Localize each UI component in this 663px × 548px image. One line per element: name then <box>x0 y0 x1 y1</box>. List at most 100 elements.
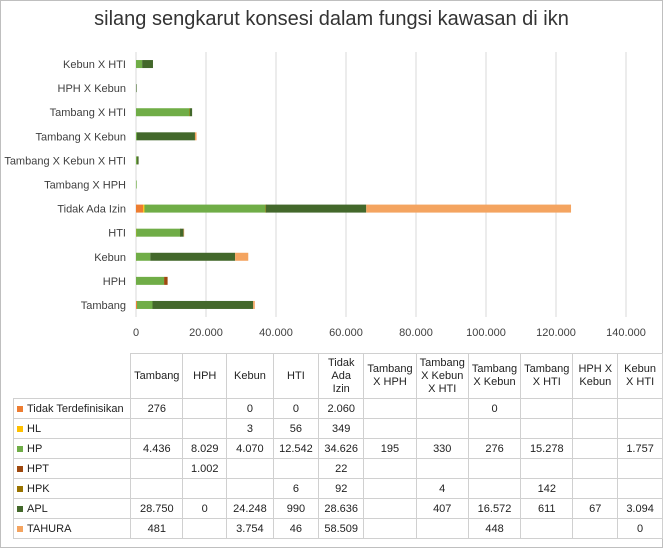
bar-segment <box>183 228 185 237</box>
bar-segment <box>136 156 138 165</box>
table-cell: 46 <box>272 518 320 539</box>
bar-segment <box>136 252 151 261</box>
table-cell <box>415 398 469 419</box>
bar-segment <box>142 60 153 69</box>
table-cell: 2.060 <box>318 398 365 419</box>
table-cell <box>415 418 469 439</box>
table-cell <box>617 478 663 499</box>
bar-segment <box>265 204 267 213</box>
legend-label: HPT <box>27 462 49 475</box>
table-cell <box>572 458 619 479</box>
table-row: Tidak Terdefinisikan 276 0 0 2.060 0 <box>12 398 663 419</box>
bar-segment <box>143 204 145 213</box>
x-tick-label: 140.000 <box>606 327 646 339</box>
table-cell: 481 <box>130 518 184 539</box>
table-cell: 58.509 <box>318 518 365 539</box>
table-cell <box>130 458 184 479</box>
x-tick-label: 100.000 <box>466 327 506 339</box>
table-cell <box>363 498 417 519</box>
table-cell: 4.070 <box>226 438 274 459</box>
table-cell: 611 <box>520 498 574 519</box>
table-cell: 276 <box>130 398 184 419</box>
bar-chart: 0 20.000 40.000 60.000 80.000 100.000 120.000 1… <box>4 52 646 339</box>
table-cell <box>572 518 619 539</box>
table-cell <box>363 518 417 539</box>
table-cell: 330 <box>415 438 469 459</box>
table-cell <box>520 398 574 419</box>
table-cell: 0 <box>617 518 663 539</box>
table-cell <box>182 478 228 499</box>
table-row: HPK 6 92 4 142 <box>12 478 663 499</box>
table-cell: 0 <box>182 498 228 519</box>
table-cell: 0 <box>467 398 522 419</box>
table-column-header: Tambang X HTI <box>520 353 574 399</box>
table-cell <box>467 458 522 479</box>
table-column-header: Tambang X Kebun <box>467 353 522 399</box>
legend-label: TAHURA <box>27 522 72 535</box>
table-cell <box>182 518 228 539</box>
table-cell: 28.636 <box>318 498 365 519</box>
bar-segment <box>136 276 165 285</box>
table-cell <box>617 458 663 479</box>
bar-segment <box>136 132 195 141</box>
table-cell <box>415 518 469 539</box>
legend-entry: HL <box>12 418 132 439</box>
table-cell <box>467 418 522 439</box>
legend-swatch <box>17 505 23 512</box>
table-column-header: Kebun X HTI <box>617 353 663 399</box>
legend-swatch <box>17 445 23 452</box>
table-cell: 4.436 <box>130 438 184 459</box>
chart-title: silang sengkarut konsesi dalam fungsi ka… <box>94 8 569 30</box>
bar-segment <box>136 132 137 141</box>
table-cell <box>572 418 619 439</box>
table-cell: 448 <box>467 518 522 539</box>
bar-segment <box>164 276 168 285</box>
x-tick-label: 60.000 <box>329 327 363 339</box>
table-cell: 142 <box>520 478 574 499</box>
bar-segment <box>150 252 236 261</box>
table-cell: 349 <box>318 418 365 439</box>
y-tick-label: Tambang X Kebun X HTI <box>4 155 126 167</box>
table-cell <box>520 518 574 539</box>
x-tick-label: 20.000 <box>189 327 223 339</box>
legend-label: APL <box>27 502 48 515</box>
table-cell: 92 <box>318 478 365 499</box>
bar-segment <box>137 156 139 165</box>
bar-segment <box>189 108 191 117</box>
table-column-header: Kebun <box>226 353 274 399</box>
table-cell <box>130 418 184 439</box>
table-cell: 3 <box>226 418 274 439</box>
y-tick-label: Tambang X HPH <box>44 180 126 192</box>
bar-segment <box>136 300 137 309</box>
legend-label: HL <box>27 422 42 435</box>
table-row: TAHURA 481 3.754 46 58.509 448 0 <box>12 518 663 539</box>
table-cell: 3.754 <box>226 518 274 539</box>
bar-segment <box>136 60 143 69</box>
x-tick-label: 80.000 <box>399 327 433 339</box>
legend-label: HPK <box>27 482 50 495</box>
bar-segment <box>136 180 137 189</box>
table-cell: 56 <box>272 418 320 439</box>
bar-segment <box>136 300 153 309</box>
legend-swatch <box>17 425 23 432</box>
table-row: APL 28.750 0 24.248 990 28.636 407 16.572 611 67 3… <box>12 498 663 519</box>
table-cell: 990 <box>272 498 320 519</box>
table-corner <box>13 353 132 399</box>
legend-swatch <box>17 405 23 412</box>
legend-entry: TAHURA <box>12 518 132 539</box>
table-cell <box>572 478 619 499</box>
table-cell <box>363 478 417 499</box>
table-cell <box>130 478 184 499</box>
y-tick-label: HPH <box>103 276 126 288</box>
legend-entry: HP <box>12 438 132 459</box>
y-tick-label: HTI <box>108 228 126 240</box>
table-cell <box>272 458 320 479</box>
table-cell: 6 <box>272 478 320 499</box>
table-cell: 24.248 <box>226 498 274 519</box>
legend-entry: Tidak Terdefinisikan <box>12 398 132 419</box>
table-cell: 16.572 <box>467 498 522 519</box>
x-tick-label: 40.000 <box>259 327 293 339</box>
table-row: HL 3 56 349 <box>12 418 663 439</box>
table-cell <box>226 458 274 479</box>
table-column-header: Tidak Ada Izin <box>318 353 365 399</box>
